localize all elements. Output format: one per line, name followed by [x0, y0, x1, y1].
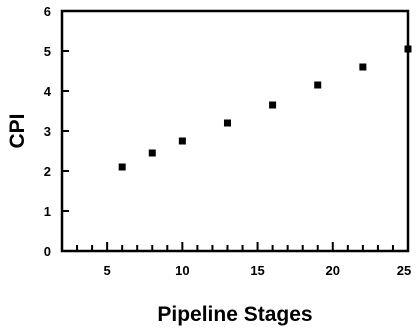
data-point	[178, 137, 186, 145]
y-tick-label: 3	[44, 124, 51, 139]
data-point	[359, 63, 367, 71]
plot-frame	[60, 9, 410, 253]
x-tick-label: 15	[250, 263, 264, 278]
x-tick-label: 20	[326, 263, 340, 278]
data-point	[269, 101, 277, 109]
data-point	[223, 119, 231, 127]
x-tick-label: 10	[175, 263, 189, 278]
y-tick-label: 6	[44, 4, 51, 19]
data-point	[118, 163, 126, 171]
x-tick-label: 25	[397, 263, 411, 278]
y-tick-label: 2	[44, 164, 51, 179]
x-tick-label: 5	[104, 263, 111, 278]
data-point	[148, 149, 156, 157]
y-axis-title: CPI	[6, 113, 29, 148]
data-point	[404, 45, 412, 53]
data-point	[314, 81, 322, 89]
y-axis-ticks: 0 1 2 3 4 5 6	[44, 4, 69, 259]
y-tick-label: 4	[44, 84, 52, 99]
y-tick-label: 0	[44, 244, 51, 259]
data-points	[118, 45, 412, 171]
x-axis-ticks: 5 10 15 20 25	[76, 242, 411, 278]
y-tick-label: 5	[44, 44, 51, 59]
y-tick-label: 1	[44, 204, 51, 219]
x-axis-title: Pipeline Stages	[157, 303, 312, 326]
